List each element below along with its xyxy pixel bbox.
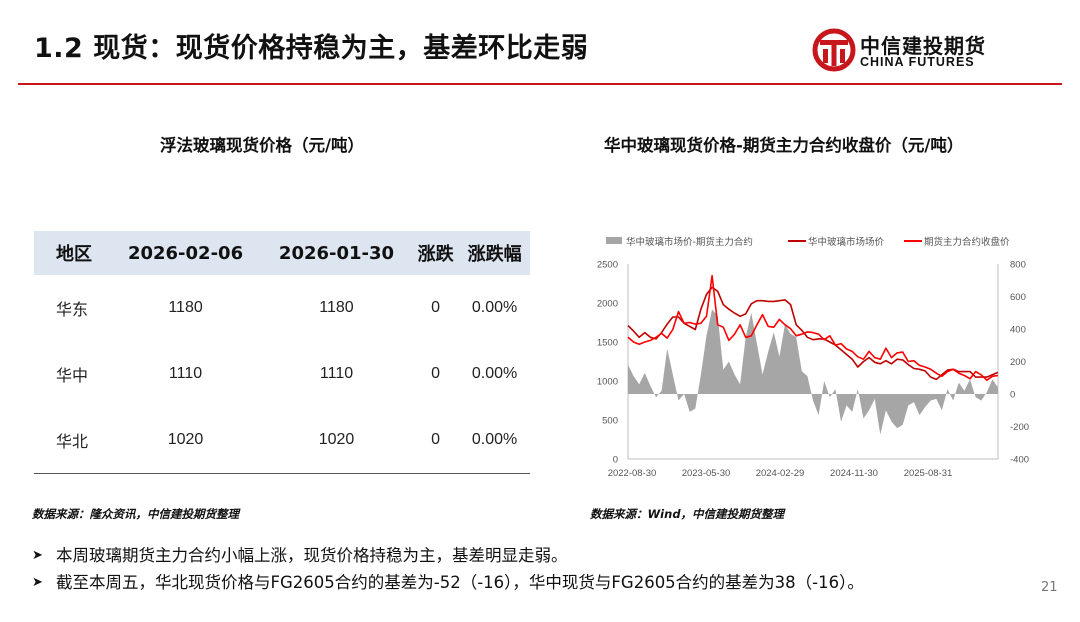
x-axis-tick-label: 2024-11-30 [830, 468, 878, 479]
table-cell: 1020 [261, 407, 412, 474]
right-axis-tick-label: 0 [1010, 390, 1015, 401]
futures-close-line [627, 274, 999, 381]
bullet-text: 本周玻璃期货主力合约小幅上涨，现货价格持稳为主，基差明显走弱。 [56, 546, 568, 565]
chart-title: 华中玻璃现货价格-期货主力合约收盘价（元/吨） [604, 136, 964, 155]
table-header-cell: 2026-02-06 [110, 231, 262, 275]
right-axis-tick-label: 400 [1010, 325, 1026, 336]
table-row: 华北 1020 1020 0 0.00% [34, 407, 530, 474]
summary-bullets: ➤ 本周玻璃期货主力合约小幅上涨，现货价格持稳为主，基差明显走弱。 ➤ 截至本周… [32, 542, 1032, 596]
right-axis-tick-label: 200 [1010, 357, 1026, 368]
table-header-cell: 2026-01-30 [261, 231, 412, 275]
table-cell: 华中 [56, 366, 89, 385]
legend-label: 华中玻璃市场场价 [808, 236, 885, 248]
right-axis-tick-label: -400 [1010, 455, 1029, 466]
left-axis-tick-label: 2500 [597, 260, 618, 271]
left-axis-tick-label: 1000 [597, 377, 618, 388]
spot-price-table: 地区 2026-02-06 2026-01-30 涨跌 涨跌幅 华东 1180 … [34, 231, 530, 474]
chart-source-note: 数据来源：Wind，中信建投期货整理 [590, 507, 785, 521]
x-axis-tick-label: 2023-05-30 [682, 468, 731, 479]
legend-label: 华中玻璃市场价-期货主力合约 [626, 236, 753, 248]
table-cell: 1110 [319, 365, 354, 382]
right-axis-tick-label: 800 [1010, 260, 1026, 271]
table-header-row: 地区 2026-02-06 2026-01-30 涨跌 涨跌幅 [34, 231, 530, 275]
table-title: 浮法玻璃现货价格（元/吨） [160, 136, 365, 155]
table-header-cell: 涨跌 [411, 231, 460, 275]
right-axis-tick-label: -200 [1010, 422, 1029, 433]
basis-area-series [628, 309, 998, 435]
bullet-item: ➤ 本周玻璃期货主力合约小幅上涨，现货价格持稳为主，基差明显走弱。 [32, 542, 1032, 569]
table-cell: 0 [431, 365, 441, 382]
left-axis-tick-label: 500 [602, 416, 618, 427]
basis-chart: 0 500 1000 1500 2000 2500 -400 -200 0 200 400 600 80… [597, 236, 1029, 479]
page-title: 1.2 现货：现货价格持稳为主，基差环比走弱 [34, 33, 589, 64]
table-cell: 1110 [168, 365, 203, 382]
table-header-cell: 涨跌幅 [459, 231, 530, 275]
bullet-item: ➤ 截至本周五，华北现货价格与FG2605合约的基差为-52（-16），华中现货… [32, 569, 1032, 596]
bullet-text: 截至本周五，华北现货价格与FG2605合约的基差为-52（-16），华中现货与F… [56, 573, 864, 592]
table-source-note: 数据来源：隆众资讯，中信建投期货整理 [32, 507, 239, 521]
logo-chinese-name: 中信建投期货 [860, 34, 986, 58]
table-cell: 华北 [34, 407, 111, 474]
table-cell: 华东 [56, 300, 89, 319]
left-axis-tick-label: 0 [613, 455, 618, 466]
table-cell: 0 [411, 407, 460, 474]
table-header-cell: 地区 [34, 231, 111, 275]
table-row: 华东 1180 1180 0 0.00% [34, 275, 530, 341]
table-cell: 1020 [110, 407, 262, 474]
table-cell: 1180 [168, 299, 203, 316]
legend-swatch [606, 237, 622, 244]
x-axis-tick-label: 2024-02-29 [756, 468, 805, 479]
table-cell: 1180 [319, 299, 354, 316]
header-divider [18, 83, 1062, 85]
company-logo: 中信建投期货 CHINA FUTURES [812, 28, 1002, 74]
table-row: 华中 1110 1110 0 0.00% [34, 341, 530, 407]
left-axis-tick-label: 1500 [597, 338, 618, 349]
logo-english-name: CHINA FUTURES [860, 55, 975, 69]
table-cell: 0.00% [471, 365, 518, 382]
arrow-bullet-icon: ➤ [32, 575, 43, 590]
x-axis-tick-label: 2022-08-30 [608, 468, 657, 479]
page-number: 21 [1041, 580, 1058, 595]
citic-logo-icon [812, 28, 856, 72]
table-cell: 0.00% [459, 407, 530, 474]
left-axis-tick-label: 2000 [597, 299, 618, 310]
table-cell: 0 [431, 299, 441, 316]
legend-label: 期货主力合约收盘价 [924, 236, 1010, 248]
spot-price-line [627, 286, 999, 381]
right-axis-tick-label: 600 [1010, 292, 1026, 303]
table-cell: 0.00% [471, 299, 518, 316]
arrow-bullet-icon: ➤ [32, 548, 43, 563]
x-axis-tick-label: 2025-08-31 [904, 468, 953, 479]
